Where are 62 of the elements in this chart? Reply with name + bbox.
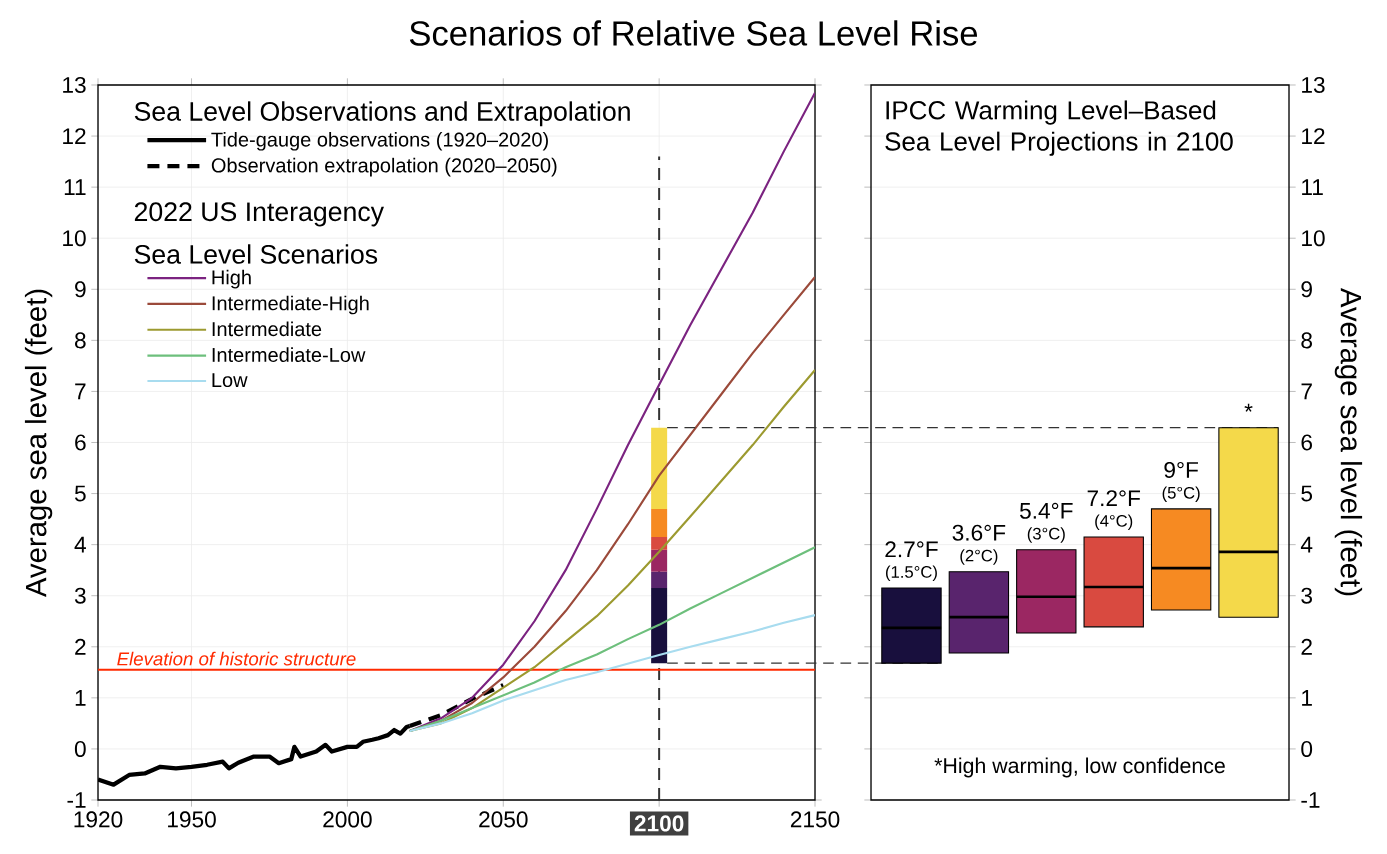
y-tick-label: 11 [1302,179,1323,195]
y-axis-title: Average sea level (feet) [1334,287,1363,596]
x-tick-label: 5.4°F [1019,502,1073,519]
y-tick-label: 12 [1302,128,1325,144]
legend-label: Intermediate-Low [212,347,366,362]
legend-label: High [212,269,251,289]
annotation: (5°C) [1162,486,1200,502]
y-tick-label: 0 [74,740,86,757]
x-tick-label: 1950 [168,811,216,828]
y-tick-label: 2 [1301,638,1312,655]
legend-label: Tide-gauge observations (1920–2020) [211,131,548,151]
y-tick-label: 11 [64,179,86,195]
y-tick-label: 10 [63,230,86,247]
y-tick-label: 13 [63,76,86,94]
x-tick-label: * [1244,403,1253,412]
y-tick-label: 1 [75,690,86,706]
text: IPCC Warming Level–Based Sea Level Projections in 2100 [885,100,1233,156]
annotation: *High warming, low confidence [934,757,1225,778]
y-tick-label: 13 [1302,76,1325,94]
y-tick-label: 8 [75,332,86,349]
legend-label: Intermediate [212,321,322,337]
y-tick-label: 12 [63,128,86,144]
y-tick-label: 2 [75,638,86,655]
y-tick-label: 9 [1301,281,1312,298]
chart-title: Scenarios of Relative Sea Level Rise [409,20,978,46]
y-tick-label: 10 [1302,230,1325,247]
x-tick-label: 2150 [790,811,840,828]
x-tick-label: 3.6°F [952,524,1006,541]
y-tick-label: -1 [1301,792,1320,808]
legend-label: Observation extrapolation (2020–2050) [211,157,557,177]
x-tick-label: 2050 [479,811,528,828]
legend-title: Sea Level Observations and Extrapolation [134,101,630,127]
annotation: (3°C) [1027,527,1065,543]
y-tick-label: 5 [1301,485,1313,502]
legend-label: Intermediate-High [212,295,369,315]
y-tick-label: 4 [1300,536,1313,553]
y-tick-label: 6 [1301,434,1312,451]
x-tick-label: 2000 [323,811,372,828]
x-tick-label: 2.7°F [885,541,938,558]
x-tick-label: 9°F [1164,461,1198,478]
y-tick-label: 3 [74,587,86,604]
y-tick-label: 9 [75,281,86,298]
annotation: (2°C) [960,549,998,565]
y-tick-label: 5 [74,485,86,502]
y-tick-label: -1 [67,792,86,808]
y-tick-label: 7 [75,383,86,400]
x-tick-label: 1920 [74,811,123,828]
legend-label: Low [212,373,248,388]
x-tick-label: 2100 [634,815,684,832]
y-tick-label: 0 [1301,740,1313,757]
y-tick-label: 3 [1301,587,1312,604]
y-tick-label: 6 [75,434,86,451]
annotation: 2022 US Interagency Sea Level Scenarios [134,202,384,264]
annotation: (4°C) [1095,514,1133,531]
y-tick-label: 8 [1301,332,1313,349]
y-axis-title: Average sea level (feet) [24,289,53,598]
y-tick-label: 7 [1301,383,1312,400]
ref-line-label: Elevation of historic structure [117,651,356,666]
annotation: (1.5°C) [886,565,937,582]
x-tick-label: 7.2°F [1087,490,1141,507]
y-tick-label: 1 [1302,690,1312,706]
y-tick-label: 4 [74,536,86,553]
